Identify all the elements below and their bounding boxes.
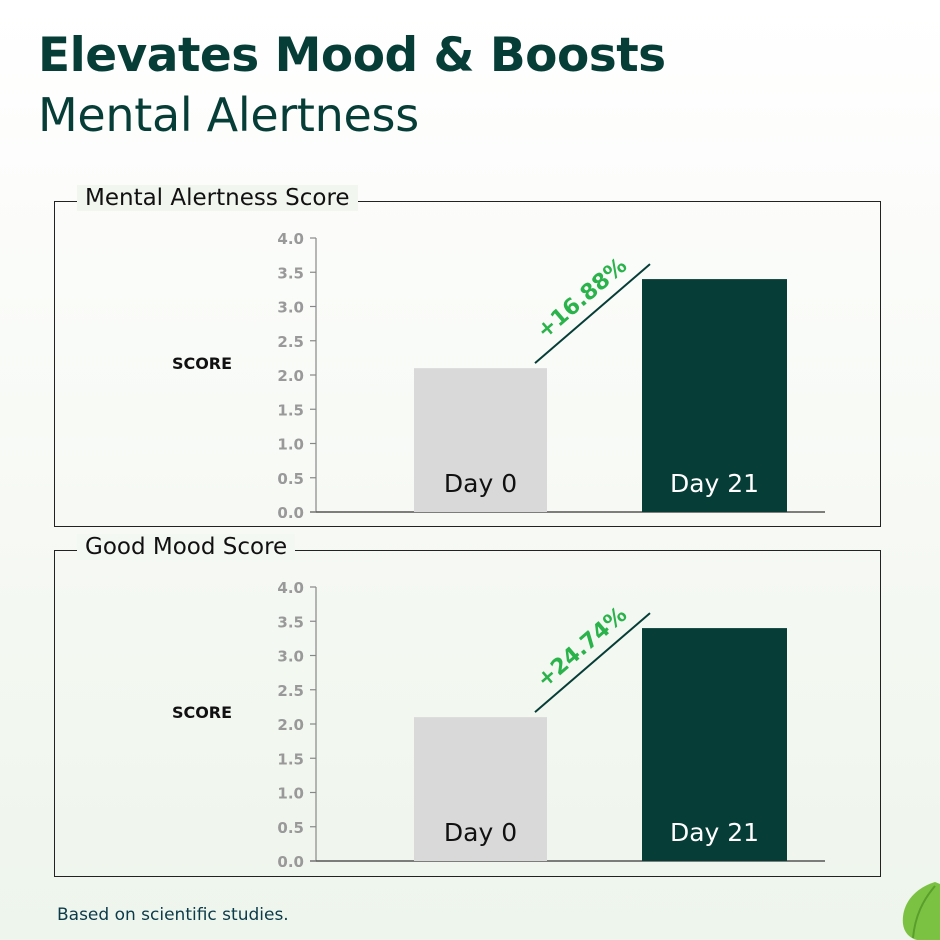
bar-day-0 bbox=[414, 368, 547, 512]
page-title: Elevates Mood & Boosts bbox=[38, 28, 666, 83]
y-tick-label: 0.0 bbox=[277, 504, 304, 522]
y-tick-label: 0.0 bbox=[277, 853, 304, 871]
bar-label: Day 21 bbox=[670, 469, 759, 498]
y-tick-label: 2.5 bbox=[277, 333, 304, 351]
y-tick-label: 2.0 bbox=[277, 367, 304, 385]
y-tick-label: 0.5 bbox=[277, 470, 304, 488]
y-tick-label: 3.5 bbox=[277, 264, 304, 282]
bar-label: Day 0 bbox=[444, 818, 517, 847]
bar-day-21 bbox=[642, 628, 787, 861]
chart-title: Good Mood Score bbox=[77, 534, 296, 560]
chart-title: Mental Alertness Score bbox=[77, 185, 358, 211]
y-tick-label: 1.5 bbox=[277, 401, 304, 419]
increase-annotation: +16.88% bbox=[532, 253, 632, 344]
increase-annotation: +24.74% bbox=[532, 602, 632, 693]
bar-label: Day 0 bbox=[444, 469, 517, 498]
y-tick-label: 2.0 bbox=[277, 716, 304, 734]
bar-chart-mental-alertness: SCORE 0.0 0.5 1.0 1.5 2.0 2.5 3.0 3.5 4.0 Day 0 Day… bbox=[172, 230, 825, 522]
footer-note: Based on scientific studies. bbox=[57, 905, 289, 925]
chart-panel-good-mood: Good Mood Score SCORE 0.0 0.5 1.0 1.5 2.0 2.5 3… bbox=[54, 534, 881, 877]
y-tick-label: 4.0 bbox=[277, 230, 304, 248]
y-tick-label: 2.5 bbox=[277, 682, 304, 700]
y-tick-label: 0.5 bbox=[277, 819, 304, 837]
chart-panel-mental-alertness: Mental Alertness Score SCORE 0.0 0.5 1.0 1.5… bbox=[54, 185, 881, 527]
y-axis-label: SCORE bbox=[172, 354, 232, 373]
y-tick-label: 1.5 bbox=[277, 750, 304, 768]
y-axis-label: SCORE bbox=[172, 703, 232, 722]
bar-day-0 bbox=[414, 717, 547, 861]
y-tick-label: 1.0 bbox=[277, 436, 304, 454]
bar-label: Day 21 bbox=[670, 818, 759, 847]
increase-line bbox=[534, 263, 651, 364]
leaf-icon bbox=[902, 882, 940, 940]
bar-chart-good-mood: SCORE 0.0 0.5 1.0 1.5 2.0 2.5 3.0 3.5 4.0 Day 0 Day… bbox=[172, 579, 825, 871]
y-tick-label: 3.5 bbox=[277, 613, 304, 631]
y-tick-label: 3.0 bbox=[277, 299, 304, 317]
bar-day-21 bbox=[642, 279, 787, 512]
y-tick-label: 4.0 bbox=[277, 579, 304, 597]
y-tick-label: 1.0 bbox=[277, 785, 304, 803]
page-subtitle: Mental Alertness bbox=[38, 88, 419, 142]
increase-line bbox=[534, 612, 651, 713]
y-tick-label: 3.0 bbox=[277, 648, 304, 666]
